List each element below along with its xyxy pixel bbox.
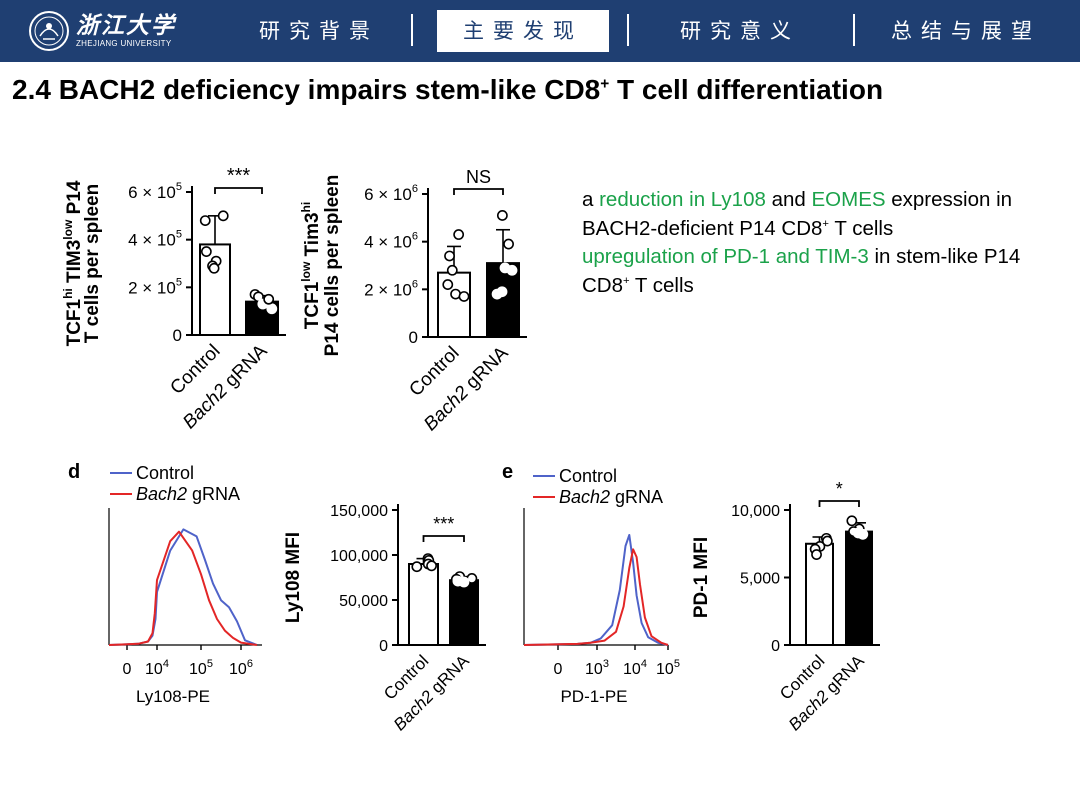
data-point [496, 210, 508, 221]
y-tick-label: 2 × 106 [364, 278, 418, 299]
significance-label: *** [227, 165, 251, 187]
data-point [411, 561, 423, 573]
significance-bracket [453, 188, 504, 195]
tab-research-significance[interactable]: 研究意义 [680, 19, 800, 43]
header-bar: 浙江大学 ZHEJIANG UNIVERSITY 研究背景 主要发现 研究意义 … [0, 0, 1080, 62]
significance-bracket [818, 500, 860, 507]
y-axis-label: PD-1 MFI [691, 537, 712, 618]
legend-label: Control [136, 463, 194, 483]
significance-label: * [836, 479, 843, 499]
logo-chinese-name: 浙江大学 [76, 12, 176, 39]
panel-letter: d [68, 461, 80, 483]
legend-label: Bach2 gRNA [559, 487, 663, 507]
series-line-control [108, 528, 258, 646]
y-axis-label: Ly108 MFI [283, 532, 304, 623]
x-tick-label: 104 [145, 658, 169, 678]
x-tick-label: 0 [123, 661, 132, 678]
y-tick-label: 2 × 105 [128, 276, 182, 297]
tab-separator [627, 14, 629, 46]
x-tick-label: 0 [554, 661, 563, 678]
bar-bach2-grna [845, 530, 873, 646]
data-point [857, 528, 869, 540]
legend-label: Bach2 gRNA [136, 484, 240, 504]
legend-label: Control [559, 466, 617, 486]
y-tick-label: 5,000 [740, 571, 780, 588]
x-tick-label: 105 [656, 658, 680, 678]
x-tick-label: 105 [189, 658, 213, 678]
y-tick-label: 4 × 105 [128, 229, 182, 250]
y-axis-label: TCF1hi TIM3low P14 [61, 180, 85, 346]
y-tick-label: 100,000 [330, 548, 388, 565]
significance-label: *** [433, 514, 454, 534]
y-tick-label: 0 [173, 326, 182, 345]
data-point [503, 238, 514, 250]
y-tick-label: 0 [771, 638, 780, 655]
data-point [442, 279, 454, 290]
panel-letter: e [502, 461, 513, 483]
series-line-control [523, 534, 669, 646]
data-point [263, 293, 275, 305]
data-point [199, 215, 211, 226]
y-tick-label: 0 [379, 638, 388, 655]
data-point [446, 264, 458, 276]
university-logo-icon [29, 11, 69, 51]
data-point [217, 210, 229, 222]
x-axis-label: Ly108-PE [136, 687, 210, 706]
series-line-bach2-grna [523, 548, 669, 646]
data-point [444, 250, 455, 262]
significance-label: NS [466, 167, 491, 187]
data-point [200, 246, 212, 257]
bar-bach2-grna [486, 262, 520, 338]
significance-bracket [214, 187, 263, 194]
y-tick-label: 150,000 [330, 503, 388, 520]
y-tick-label: 50,000 [339, 593, 388, 610]
highlight-pd1-tim3: upregulation of PD-1 and TIM-3 [582, 245, 869, 268]
data-point [491, 288, 503, 300]
data-point [453, 229, 465, 240]
x-tick-label: 104 [623, 658, 647, 678]
data-point [458, 576, 470, 588]
bar-bach2-grna [449, 579, 479, 647]
significance-bracket [422, 535, 465, 542]
y-tick-label: 4 × 106 [364, 231, 418, 252]
tab-main-findings[interactable]: 主要发现 [437, 10, 609, 52]
logo-english-name: ZHEJIANG UNIVERSITY [76, 39, 172, 48]
data-point [458, 291, 470, 302]
x-axis-label: PD-1-PE [560, 687, 627, 706]
bar-control [437, 271, 471, 338]
y-tick-label: 6 × 106 [364, 183, 418, 204]
y-tick-label: 0 [409, 328, 418, 347]
data-point [846, 515, 858, 527]
data-point [208, 262, 220, 274]
tab-summary-outlook[interactable]: 总结与展望 [891, 19, 1041, 43]
y-tick-label: 6 × 105 [128, 181, 182, 202]
finding-description: a reduction in Ly108 and EOMES expressio… [582, 188, 1021, 297]
y-axis-label: P14 cells per spleen [322, 175, 343, 357]
data-point [506, 264, 518, 276]
y-axis-label: TCF1low Tim3hi [299, 202, 323, 329]
slide-title: 2.4 BACH2 deficiency impairs stem-like C… [12, 74, 884, 105]
tab-separator [853, 14, 855, 46]
tab-separator [411, 14, 413, 46]
y-axis-label: T cells per spleen [82, 184, 103, 343]
data-point [426, 560, 437, 572]
highlight-ly108: reduction in Ly108 [599, 188, 766, 211]
series-line-bach2-grna [108, 530, 258, 646]
tab-research-background[interactable]: 研究背景 [259, 19, 379, 43]
bar-control [408, 563, 439, 646]
data-point [811, 549, 822, 560]
x-tick-label: 103 [585, 658, 609, 678]
highlight-eomes: EOMES [811, 188, 886, 211]
x-tick-label: 106 [229, 658, 253, 678]
data-point [821, 535, 833, 547]
data-point [266, 303, 278, 315]
y-tick-label: 10,000 [731, 503, 780, 520]
